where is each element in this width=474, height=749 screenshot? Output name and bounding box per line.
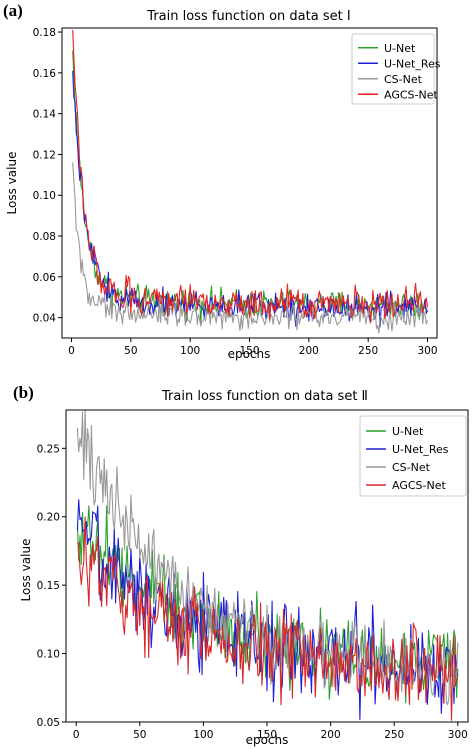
y-tick-label: 0.08 — [33, 231, 56, 243]
x-tick-label: 50 — [124, 345, 137, 357]
x-tick-label: 100 — [180, 345, 200, 357]
x-tick-label: 100 — [193, 729, 213, 741]
y-tick-label: 0.10 — [37, 649, 60, 661]
x-tick-label: 200 — [299, 345, 319, 357]
panel-a: (a) Train loss function on data set I ep… — [3, 1, 441, 361]
panel-a-tick-layer: 0 50 100 150 200 250 300 0.04 0.06 0.08 0.10 0.12 0.… — [33, 27, 438, 357]
x-tick-label: 300 — [448, 729, 468, 741]
panel-a-title: Train loss function on data set I — [146, 9, 350, 24]
panel-b-ylabel: Loss value — [19, 539, 33, 602]
series-line-u-net — [72, 50, 428, 324]
x-tick-label: 150 — [257, 729, 277, 741]
panel-a-legend: U-Net U-Net_Res CS-Net AGCS-Net — [351, 33, 441, 105]
legend-label: U-Net — [384, 42, 416, 55]
panel-b-label: (b) — [13, 383, 34, 402]
legend-label: U-Net_Res — [384, 57, 441, 70]
panel-b-legend: U-Net U-Net_Res CS-Net AGCS-Net — [359, 415, 467, 497]
y-tick-label: 0.25 — [37, 443, 60, 455]
series-line-agcs-net — [72, 29, 429, 324]
legend-box — [351, 33, 435, 105]
legend-label: U-Net_Res — [392, 443, 449, 456]
legend-label: AGCS-Net — [384, 88, 438, 101]
legend-label: CS-Net — [384, 73, 423, 86]
y-tick-label: 0.05 — [37, 717, 60, 729]
panel-b-tick-layer: 0 50 100 150 200 250 300 0.05 0.10 0.15 0.20 0.25 — [37, 443, 468, 741]
panel-b-series-layer — [76, 410, 459, 721]
panel-b: (b) Train loss function on data set Ⅱ ep… — [13, 383, 469, 747]
x-tick-label: 250 — [384, 729, 404, 741]
panel-b-title: Train loss function on data set Ⅱ — [161, 389, 368, 404]
x-tick-label: 0 — [73, 729, 80, 741]
panel-a-label: (a) — [3, 1, 23, 20]
legend-box — [359, 415, 467, 497]
x-tick-label: 150 — [239, 345, 259, 357]
y-tick-label: 0.06 — [33, 272, 57, 284]
panel-b-xlabel: epochs — [246, 733, 289, 747]
panel-a-series-layer — [72, 29, 429, 334]
y-tick-label: 0.18 — [33, 27, 56, 39]
y-tick-label: 0.20 — [37, 512, 60, 524]
panel-b-plot-frame — [65, 409, 469, 723]
y-tick-label: 0.04 — [33, 313, 57, 325]
x-tick-label: 0 — [68, 345, 75, 357]
y-tick-label: 0.12 — [33, 149, 56, 161]
y-tick-label: 0.15 — [37, 580, 60, 592]
legend-label: CS-Net — [392, 461, 431, 474]
panel-a-xlabel: epochs — [228, 347, 271, 361]
x-tick-label: 300 — [417, 345, 437, 357]
y-tick-label: 0.10 — [33, 190, 56, 202]
panel-a-ylabel: Loss value — [5, 152, 19, 215]
y-tick-label: 0.16 — [33, 68, 57, 80]
x-tick-label: 200 — [321, 729, 341, 741]
y-tick-label: 0.14 — [33, 109, 57, 121]
x-tick-label: 250 — [358, 345, 378, 357]
legend-label: U-Net — [392, 425, 424, 438]
x-tick-label: 50 — [133, 729, 146, 741]
legend-label: AGCS-Net — [392, 479, 446, 492]
series-line-agcs-net — [76, 516, 459, 721]
panel-a-plot-frame — [61, 27, 438, 339]
